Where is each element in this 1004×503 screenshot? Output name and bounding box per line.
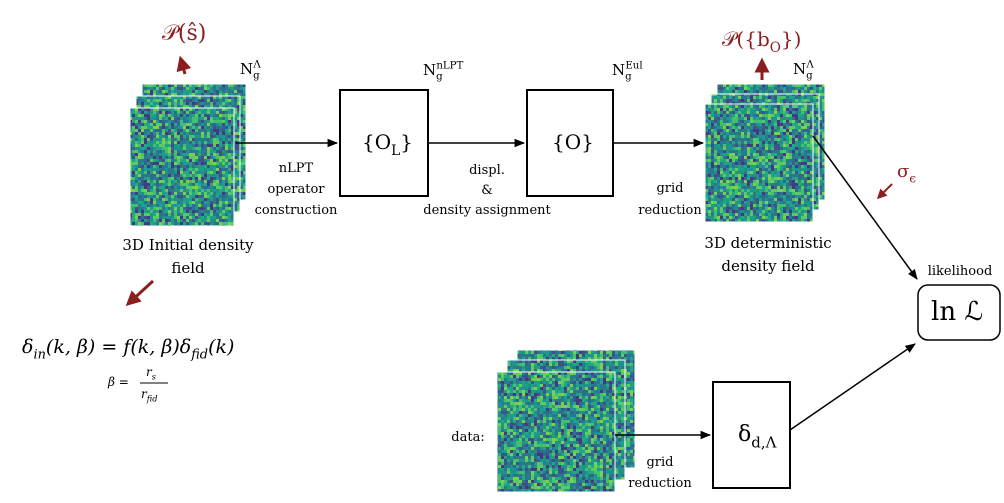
math-base: {O} (552, 130, 594, 154)
math-sup: nLPT (436, 60, 463, 71)
beta-lhs: β = (107, 375, 129, 389)
initial-caption: field (171, 259, 205, 277)
deterministic-caption: density field (721, 257, 815, 275)
math-base: 𝒫(ŝ) (162, 21, 206, 46)
math-base: δ (738, 422, 751, 447)
step-label: construction (255, 203, 338, 218)
box-label: {OL​} (362, 130, 413, 159)
math-sub: O (770, 40, 781, 56)
step-label: nLPT (279, 161, 314, 176)
step-label: reduction (628, 476, 692, 491)
formula: δin​(k, β) = f(k, β)δfid​(k) (22, 336, 234, 363)
data-box-label: δd,Λ​ (738, 422, 777, 452)
arrows (236, 135, 918, 440)
bias-prior: 𝒫({bO​}) (722, 27, 801, 56)
step-label: density assignment (423, 203, 551, 218)
math-sub: g (436, 72, 443, 83)
data-caption: data: (451, 430, 484, 445)
deterministic-caption: 3D deterministic (704, 234, 831, 252)
math-base: r (141, 387, 148, 401)
math-sub: d,Λ (751, 434, 776, 452)
math-sub: L (391, 143, 400, 159)
math-base: N (612, 61, 625, 79)
box-label: {O} (552, 130, 594, 154)
initial-prior: 𝒫(ŝ) (162, 21, 206, 46)
math-sub: g (625, 72, 632, 83)
initial-stack (129, 83, 247, 227)
math-sub: fid (190, 348, 208, 363)
math-base: r (146, 365, 153, 379)
likelihood-label: ln ℒ (931, 297, 983, 327)
math-sup: Λ (252, 59, 261, 70)
red-arrows (125, 55, 893, 307)
grid-size: NgnLPT​ (423, 60, 464, 82)
math-base: ln ℒ (931, 297, 983, 327)
step-label: grid (656, 181, 683, 196)
grid-size: NgΛ​ (793, 59, 814, 81)
math-sup: Λ (805, 59, 814, 70)
data-stack (496, 349, 636, 493)
math-sub: s (152, 372, 156, 382)
math-base: } (400, 130, 413, 154)
step-label: reduction (638, 203, 702, 218)
math-sub: g (806, 71, 813, 82)
grid-size: NgΛ​ (240, 59, 261, 81)
box-likelihood (917, 284, 1001, 341)
math-base: N (793, 60, 806, 78)
box-delta (712, 381, 791, 489)
likelihood-caption: likelihood (928, 264, 993, 279)
math-base: (k) (208, 336, 234, 358)
math-sub: g (253, 71, 260, 82)
math-base: σ (897, 161, 909, 182)
math-base: N (423, 61, 436, 79)
beta-den: rfid​ (141, 387, 157, 404)
step-label: & (481, 183, 493, 198)
math-base: N (240, 60, 253, 78)
noise-label: σϵ​ (897, 161, 916, 185)
beta-num: rs​ (146, 365, 156, 382)
math-base: δ (22, 336, 33, 358)
math-sub: in (33, 348, 45, 363)
math-base: }) (781, 27, 802, 51)
initial-caption: 3D Initial density (122, 236, 254, 254)
step-label: grid (646, 455, 673, 470)
deterministic-stack (704, 83, 826, 223)
math-base: β = (107, 375, 129, 389)
step-label: operator (267, 182, 325, 197)
math-base: (k, β) = f(k, β)δ (46, 336, 191, 358)
step-label: displ. (469, 163, 505, 178)
grid-size: NgEul​ (612, 60, 643, 82)
math-base: 𝒫({b (722, 27, 770, 51)
math-sup: Eul (625, 60, 642, 71)
math-sub: fid (146, 394, 158, 404)
math-sub: ϵ (909, 171, 916, 185)
math-base: {O (362, 130, 391, 154)
